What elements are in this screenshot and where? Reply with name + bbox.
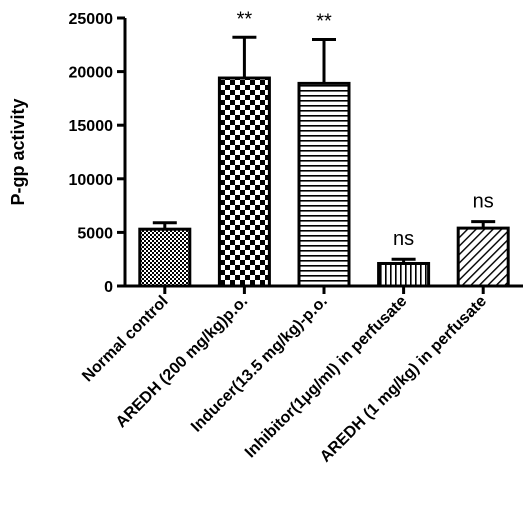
bars: ** ** ns ns <box>138 8 510 288</box>
y-tick-label: 25000 <box>69 11 114 28</box>
y-tick-label: 0 <box>104 279 113 296</box>
bar <box>297 81 351 288</box>
category-label: Normal control <box>79 293 171 385</box>
y-tick-label: 15000 <box>69 118 114 135</box>
category-label: AREDH (1 mg/kg) in perfusate <box>317 293 490 466</box>
y-tick-label: 10000 <box>69 172 114 189</box>
significance-label: ** <box>237 8 253 30</box>
y-axis-label: P-gp activity <box>8 98 28 205</box>
bar <box>138 227 192 288</box>
y-tick-label: 20000 <box>69 65 114 82</box>
significance-label: ns <box>473 191 494 213</box>
bar <box>377 261 431 288</box>
bar <box>217 76 271 288</box>
category-label: Inhibitor(1μg/ml) in perfusate <box>242 293 411 462</box>
significance-label: ns <box>393 228 414 250</box>
category-label: AREDH (200 mg/kg)p.o. <box>113 293 251 431</box>
significance-label: ** <box>316 10 332 32</box>
y-axis: 0 5000 10000 15000 20000 25000 <box>69 11 127 296</box>
category-label: Inducer(13.5 mg/kg)-p.o. <box>188 293 331 436</box>
y-tick-label: 5000 <box>77 225 113 242</box>
bar <box>456 226 510 288</box>
